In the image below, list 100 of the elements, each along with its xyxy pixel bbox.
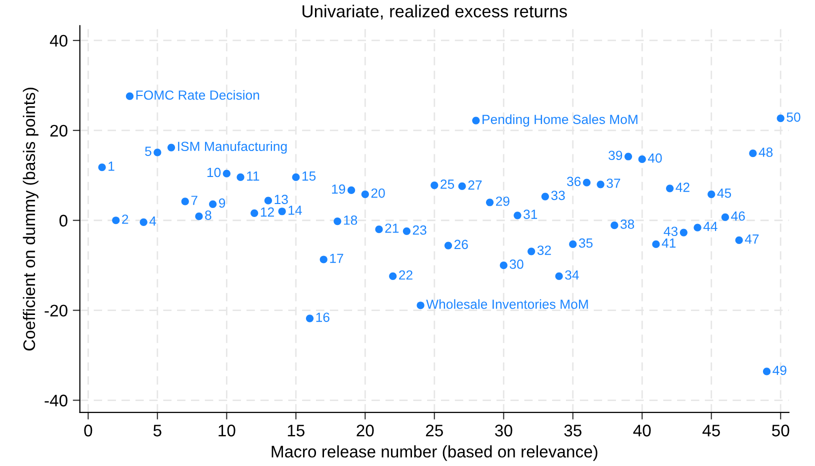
point xyxy=(348,186,356,194)
chart-title: Univariate, realized excess returns xyxy=(302,4,567,20)
y-tick-label: 20 xyxy=(50,124,68,137)
point xyxy=(735,236,743,244)
annotation: 25 xyxy=(440,179,454,189)
point xyxy=(320,256,328,264)
annotation: 11 xyxy=(247,172,260,181)
annotation: 27 xyxy=(468,180,482,190)
point xyxy=(541,192,549,200)
annotation: 18 xyxy=(344,215,358,225)
annotation: 17 xyxy=(330,254,344,263)
annotation: FOMC Rate Decision xyxy=(136,90,260,100)
x-tick-label: 15 xyxy=(288,424,304,436)
annotation: 46 xyxy=(731,211,745,221)
point xyxy=(652,240,660,248)
annotation: 34 xyxy=(565,270,579,280)
annotation: 36 xyxy=(567,176,581,186)
annotation: 41 xyxy=(662,238,676,248)
x-tick-label: 10 xyxy=(218,424,236,436)
annotation: 42 xyxy=(676,182,690,192)
annotation: 48 xyxy=(758,148,773,157)
point xyxy=(708,190,716,198)
point xyxy=(500,262,508,270)
point xyxy=(416,302,424,310)
annotation: 49 xyxy=(772,366,786,376)
annotation: 2 xyxy=(122,214,128,224)
x-axis-title: Macro release number (based on relevance) xyxy=(272,445,598,461)
point xyxy=(486,198,494,206)
point xyxy=(167,144,176,152)
point xyxy=(264,196,272,204)
annotation: Wholesale Inventories MoM xyxy=(426,299,588,309)
point xyxy=(430,181,438,190)
annotation: 23 xyxy=(412,225,426,235)
point xyxy=(749,150,757,158)
x-tick-label: 25 xyxy=(426,424,443,436)
x-tick-label: 40 xyxy=(633,424,651,436)
annotation: 19 xyxy=(332,184,346,194)
annotation: 37 xyxy=(606,178,620,188)
point xyxy=(236,173,244,181)
annotation: 7 xyxy=(191,196,198,205)
annotation: 45 xyxy=(717,188,732,198)
point xyxy=(375,226,383,234)
point xyxy=(140,218,148,226)
point xyxy=(666,184,674,192)
point xyxy=(209,200,217,208)
point xyxy=(334,217,342,226)
annotation: 26 xyxy=(454,240,468,250)
point xyxy=(154,148,162,156)
point xyxy=(222,170,230,178)
point xyxy=(361,190,369,198)
point xyxy=(694,224,702,232)
point xyxy=(596,180,604,188)
annotation: 43 xyxy=(664,226,678,236)
annotation: 38 xyxy=(620,220,634,229)
annotation: 30 xyxy=(510,260,524,269)
x-tick-label: 35 xyxy=(564,424,582,436)
annotation: 22 xyxy=(399,270,412,280)
annotation: 10 xyxy=(207,168,221,178)
annotation: 29 xyxy=(496,196,510,206)
annotation: 33 xyxy=(551,190,565,200)
point xyxy=(292,173,300,181)
annotation: 16 xyxy=(316,312,330,322)
annotation: 20 xyxy=(371,188,385,198)
annotation: 12 xyxy=(260,207,274,217)
annotation: 1 xyxy=(108,162,114,171)
point xyxy=(389,272,397,280)
y-tick-label: -20 xyxy=(44,304,68,317)
point xyxy=(638,155,646,164)
point xyxy=(721,213,730,222)
point xyxy=(402,227,410,235)
annotation: 39 xyxy=(608,150,622,160)
annotation: Pending Home Sales MoM xyxy=(482,114,638,127)
annotation: ISM Manufacturing xyxy=(178,141,287,154)
point xyxy=(458,182,466,190)
annotation: 13 xyxy=(274,194,288,204)
point xyxy=(555,272,563,280)
point xyxy=(514,212,522,220)
point xyxy=(98,163,106,172)
annotation: 21 xyxy=(385,224,399,233)
annotation: 14 xyxy=(288,206,302,215)
point xyxy=(582,178,591,186)
x-tick-label: 30 xyxy=(495,424,512,436)
annotation: 44 xyxy=(703,222,718,231)
x-tick-label: 45 xyxy=(702,424,720,436)
x-tick-label: 5 xyxy=(153,424,162,436)
annotation: 8 xyxy=(205,210,212,220)
annotation: 4 xyxy=(149,216,156,226)
point xyxy=(112,216,120,224)
point xyxy=(181,198,189,206)
point xyxy=(195,212,203,220)
point xyxy=(250,209,258,217)
point xyxy=(444,242,452,250)
annotation: 15 xyxy=(302,172,316,181)
y-tick-label: 40 xyxy=(50,34,68,47)
point xyxy=(472,116,480,124)
annotation: 40 xyxy=(648,153,662,163)
point xyxy=(762,368,771,376)
point xyxy=(528,248,536,256)
x-tick-label: 20 xyxy=(356,424,374,436)
annotation: 35 xyxy=(578,238,593,248)
